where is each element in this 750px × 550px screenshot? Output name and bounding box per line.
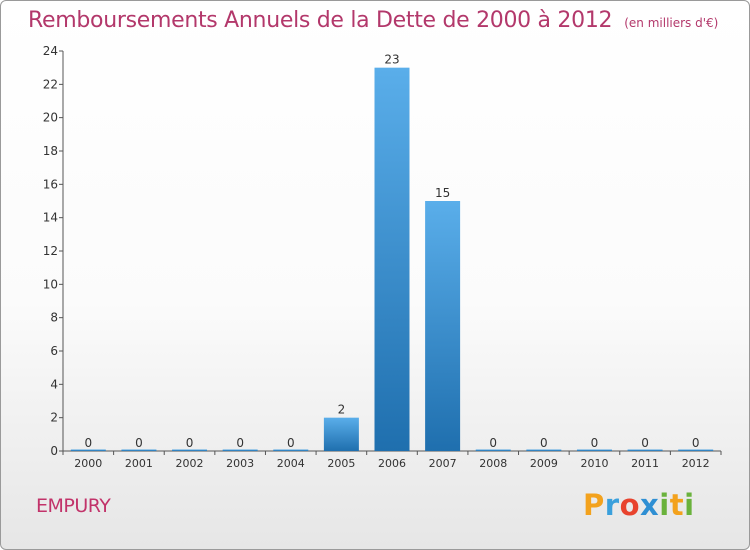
logo-letter: i <box>659 488 670 522</box>
value-label-2000: 0 <box>84 436 92 450</box>
bar-2003 <box>222 449 258 451</box>
value-label-2009: 0 <box>540 436 548 450</box>
value-label-2001: 0 <box>135 436 143 450</box>
x-tick-label: 2001 <box>125 457 153 470</box>
chart-subtitle: (en milliers d'€) <box>624 16 719 30</box>
x-tick-label: 2012 <box>682 457 710 470</box>
logo-letter: t <box>669 488 685 522</box>
y-tick-label: 10 <box>43 277 58 291</box>
value-label-2002: 0 <box>186 436 194 450</box>
commune-name: EMPURY <box>36 495 111 517</box>
value-label-2007: 15 <box>435 186 450 200</box>
value-label-2003: 0 <box>236 436 244 450</box>
x-tick-label: 2004 <box>277 457 305 470</box>
logo-letter: x <box>640 488 660 522</box>
bar-2008 <box>475 449 511 451</box>
bar-2012 <box>678 449 714 451</box>
bar-2002 <box>172 449 208 451</box>
y-tick-label: 16 <box>43 177 58 191</box>
bar-2001 <box>121 449 157 451</box>
logo-letter: o <box>619 488 641 522</box>
y-tick-label: 24 <box>43 44 58 58</box>
proxiti-logo: Proxiti <box>583 488 695 522</box>
y-tick-label: 4 <box>50 377 58 391</box>
y-tick-label: 22 <box>43 77 58 91</box>
value-label-2011: 0 <box>641 436 649 450</box>
x-tick-label: 2000 <box>74 457 102 470</box>
chart-title-text: Remboursements Annuels de la Dette de 20… <box>28 8 613 33</box>
x-tick-label: 2002 <box>176 457 204 470</box>
bar-2010 <box>576 449 612 451</box>
x-tick-label: 2011 <box>631 457 659 470</box>
y-tick-label: 12 <box>43 244 58 258</box>
y-tick-label: 18 <box>43 144 58 158</box>
value-label-2005: 2 <box>338 403 346 417</box>
value-label-2006: 23 <box>384 53 399 67</box>
y-tick-label: 6 <box>50 344 58 358</box>
value-label-2012: 0 <box>692 436 700 450</box>
value-labels: 0 0 0 0 0 2 23 15 0 0 0 0 0 <box>84 53 699 450</box>
x-tick-label: 2008 <box>479 457 507 470</box>
bars <box>70 67 714 452</box>
bar-2007 <box>425 201 461 451</box>
y-tick-label: 14 <box>43 211 58 225</box>
x-tick-label: 2005 <box>327 457 355 470</box>
x-tick-label: 2003 <box>226 457 254 470</box>
x-tick-label: 2006 <box>378 457 406 470</box>
logo-letter: r <box>604 488 620 522</box>
value-label-2010: 0 <box>591 436 599 450</box>
bar-2006 <box>374 67 410 452</box>
logo-letter: i <box>684 488 695 522</box>
y-tick-label: 20 <box>43 111 58 125</box>
value-label-2008: 0 <box>489 436 497 450</box>
value-label-2004: 0 <box>287 436 295 450</box>
x-tick-label: 2007 <box>429 457 457 470</box>
bar-2005 <box>323 417 359 451</box>
bar-2000 <box>70 449 106 451</box>
y-tick-label: 8 <box>50 311 58 325</box>
logo-letter: P <box>583 488 605 522</box>
bar-2009 <box>526 449 562 451</box>
x-tick-label: 2010 <box>580 457 608 470</box>
bar-2004 <box>273 449 309 451</box>
chart-title: Remboursements Annuels de la Dette de 20… <box>28 8 718 33</box>
bar-2011 <box>627 449 663 451</box>
x-tick-label: 2009 <box>530 457 558 470</box>
y-tick-label: 2 <box>50 411 58 425</box>
y-tick-label: 0 <box>50 444 58 458</box>
